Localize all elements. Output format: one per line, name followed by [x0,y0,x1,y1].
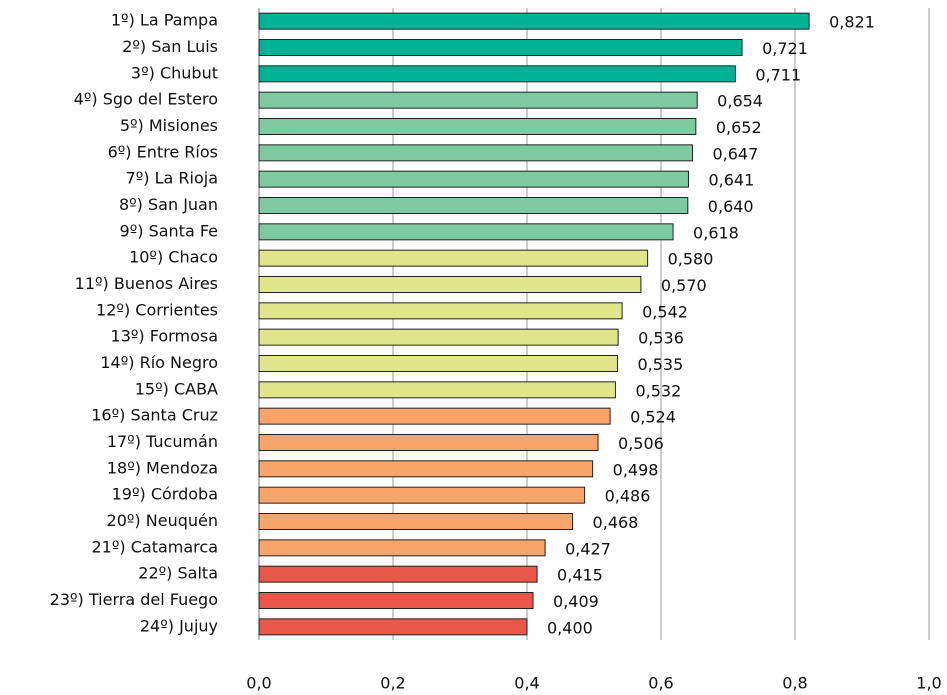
data-label: 0,542 [642,302,688,321]
bar [258,91,698,109]
bar [258,197,689,214]
y-tick-label: 11º) Buenos Aires [75,274,218,293]
bar [258,39,743,56]
bar [258,249,649,267]
bar [258,355,618,372]
y-tick-label: 2º) San Luis [122,37,218,56]
y-tick-label: 16º) Santa Cruz [91,406,218,425]
data-label: 0,400 [547,618,593,637]
x-tick-label: 0,0 [246,674,271,693]
bar [258,513,574,530]
y-tick-label: 12º) Corrientes [96,300,218,319]
data-label: 0,506 [618,434,664,453]
bar [258,12,810,30]
bar [258,618,528,636]
data-label: 0,498 [613,460,659,479]
data-label: 0,652 [716,118,762,137]
y-tick-label: 17º) Tucumán [107,432,218,451]
y-tick-label: 14º) Río Negro [100,353,218,372]
y-tick-label: 19º) Córdoba [112,485,218,504]
x-tick-label: 0,4 [514,674,539,693]
bar [258,276,642,293]
y-tick-label: 21º) Catamarca [92,537,219,556]
bar [258,407,611,425]
data-label: 0,580 [668,250,714,269]
data-label: 0,570 [661,276,707,295]
bar [258,144,693,162]
bar [258,118,697,135]
data-label: 0,821 [829,13,875,32]
data-label: 0,415 [557,566,603,585]
data-label: 0,536 [638,329,684,348]
bar [258,434,599,451]
data-label: 0,524 [630,408,676,427]
bar [258,539,546,557]
bar [258,328,619,346]
y-tick-label: 5º) Misiones [120,116,218,135]
y-tick-label: 15º) CABA [135,379,218,398]
y-tick-label: 8º) San Juan [119,195,218,214]
bar [258,460,594,478]
y-tick-label: 20º) Neuquén [107,511,218,530]
bar [258,592,534,609]
y-tick-label: 1º) La Pampa [111,11,218,30]
data-label: 0,640 [708,197,754,216]
y-tick-label: 22º) Salta [138,564,218,583]
y-tick-label: 10º) Chaco [129,248,218,267]
data-label: 0,409 [553,592,599,611]
data-label: 0,641 [708,171,754,190]
bar [258,223,674,241]
y-tick-label: 4º) Sgo del Estero [74,90,218,109]
bar [258,486,586,504]
bar [258,65,736,83]
bar [258,302,623,320]
data-label: 0,618 [693,223,739,242]
y-tick-label: 18º) Mendoza [107,458,218,477]
data-label: 0,486 [605,487,651,506]
data-label: 0,654 [717,92,763,111]
data-label: 0,532 [635,381,681,400]
x-tick-label: 0,2 [380,674,405,693]
y-tick-label: 23º) Tierra del Fuego [50,590,218,609]
bar [258,170,689,188]
y-tick-label: 9º) Santa Fe [120,221,218,240]
bar [258,565,538,583]
bar [258,381,616,399]
x-tick-label: 0,6 [648,674,673,693]
y-tick-label: 7º) La Rioja [126,169,218,188]
y-tick-label: 3º) Chubut [131,63,218,82]
data-label: 0,468 [593,513,639,532]
y-tick-label: 24º) Jujuy [140,616,218,635]
x-tick-label: 0,8 [782,674,807,693]
y-tick-label: 6º) Entre Ríos [108,142,218,161]
data-label: 0,535 [637,355,683,374]
y-tick-label: 13º) Formosa [111,327,218,346]
data-label: 0,427 [565,539,611,558]
data-label: 0,647 [712,144,758,163]
x-tick-label: 1,0 [916,674,941,693]
data-label: 0,721 [762,39,808,58]
data-label: 0,711 [755,65,801,84]
